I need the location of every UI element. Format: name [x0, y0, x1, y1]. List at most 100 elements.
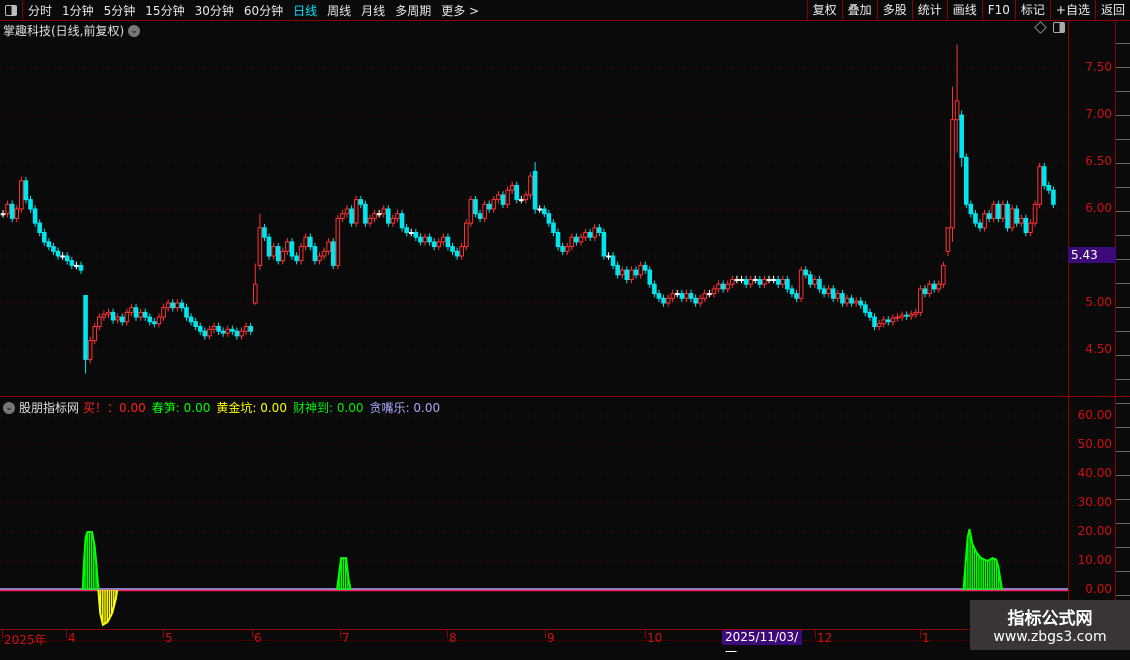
- period-tab[interactable]: 30分钟: [194, 3, 234, 18]
- candle-body: [817, 279, 822, 290]
- side-panel-cell[interactable]: [1116, 284, 1130, 308]
- candle-body: [161, 307, 166, 318]
- toolbar-button[interactable]: 复权: [806, 0, 842, 20]
- side-panel-cell[interactable]: [1116, 140, 1130, 164]
- x-axis-tick: [340, 630, 341, 638]
- candle-body: [19, 180, 24, 210]
- side-panel-cell[interactable]: [1116, 236, 1130, 260]
- stock-title[interactable]: 掌趣科技(日线,前复权) ⌄: [3, 22, 141, 39]
- candle-body: [798, 269, 804, 299]
- candle-body: [326, 241, 331, 252]
- side-panel-cell[interactable]: [1116, 404, 1130, 428]
- period-tab[interactable]: 分时: [28, 3, 53, 18]
- candle-body: [386, 208, 391, 224]
- candle-body: [14, 208, 20, 219]
- candle-body: [941, 264, 946, 285]
- candle-body: [298, 246, 304, 262]
- candle-body: [271, 246, 276, 257]
- candle-body: [500, 194, 506, 205]
- period-tab[interactable]: 5分钟: [103, 3, 136, 18]
- period-tab[interactable]: 60分钟: [243, 3, 284, 18]
- candle-body: [193, 321, 198, 327]
- cursor-date-label: 2025/11/03/一: [722, 630, 802, 659]
- candle-body: [23, 180, 29, 201]
- side-panel-cell[interactable]: [1116, 20, 1130, 44]
- side-panel-cell[interactable]: [1116, 380, 1130, 404]
- layout-toggle-button[interactable]: [0, 0, 23, 20]
- period-tab[interactable]: 日线: [293, 3, 318, 18]
- side-panel-cell[interactable]: [1116, 572, 1130, 596]
- toolbar-button[interactable]: 多股: [876, 0, 912, 20]
- indicator-tick-label: 30.00: [1077, 495, 1112, 509]
- toolbar-button[interactable]: 返回: [1094, 0, 1130, 20]
- candle-body: [927, 283, 932, 295]
- chart-canvas[interactable]: [0, 0, 1068, 650]
- axis-divider: [1068, 20, 1069, 632]
- side-panel-cell[interactable]: [1116, 116, 1130, 140]
- toolbar-button[interactable]: 统计: [911, 0, 947, 20]
- candle-body: [408, 232, 414, 234]
- period-tab[interactable]: 周线: [327, 3, 352, 18]
- side-panel-strip[interactable]: [1116, 20, 1130, 644]
- toolbar-button[interactable]: 叠加: [841, 0, 877, 20]
- side-panel-cell[interactable]: [1116, 428, 1130, 452]
- period-tab[interactable]: 多周期: [395, 3, 432, 18]
- side-panel-cell[interactable]: [1116, 332, 1130, 356]
- side-panel-cell[interactable]: [1116, 476, 1130, 500]
- x-axis-tick: [252, 630, 253, 638]
- candle-body: [32, 208, 38, 224]
- toolbar-button[interactable]: +自选: [1049, 0, 1095, 20]
- candle-body: [0, 213, 6, 216]
- candle-body: [133, 307, 139, 318]
- indicator-name[interactable]: 股朋指标网: [19, 401, 80, 415]
- side-panel-cell[interactable]: [1116, 548, 1130, 572]
- side-panel-cell[interactable]: [1116, 452, 1130, 476]
- candle-body: [239, 330, 244, 337]
- period-tab[interactable]: 更多 >: [441, 3, 480, 18]
- indicator-field-value: ：0.00: [107, 401, 146, 415]
- candle-body: [496, 194, 501, 201]
- toolbar-button[interactable]: F10: [981, 0, 1015, 20]
- side-panel-cell[interactable]: [1116, 308, 1130, 332]
- toolbar-button[interactable]: 标记: [1014, 0, 1050, 20]
- side-panel-cell[interactable]: [1116, 260, 1130, 284]
- period-tab[interactable]: 1分钟: [62, 3, 94, 18]
- candle-body: [216, 326, 221, 332]
- period-tab[interactable]: 15分钟: [145, 3, 185, 18]
- candle-body: [243, 326, 249, 332]
- candle-body: [853, 300, 859, 304]
- side-panel-cell[interactable]: [1116, 212, 1130, 236]
- x-axis-line: [0, 629, 1130, 630]
- candle-body: [115, 316, 120, 321]
- candle-body: [1014, 208, 1020, 224]
- candle-body: [720, 283, 726, 290]
- toolbar-button[interactable]: 画线: [946, 0, 982, 20]
- candle-body: [739, 279, 744, 281]
- side-panel-cell[interactable]: [1116, 44, 1130, 68]
- watermark-title: 指标公式网: [1007, 609, 1093, 629]
- side-panel-cell[interactable]: [1116, 164, 1130, 188]
- chevron-down-icon[interactable]: ⌄: [128, 24, 141, 37]
- candle-body: [1009, 208, 1015, 229]
- last-price-tag: 5.43: [1068, 247, 1116, 263]
- side-panel-cell[interactable]: [1116, 68, 1130, 92]
- panel-toggle-icon[interactable]: [1053, 22, 1065, 33]
- candle-body: [574, 236, 579, 243]
- candle-body: [87, 340, 93, 360]
- candle-body: [564, 246, 570, 252]
- candle-body: [821, 288, 827, 295]
- chevron-down-icon[interactable]: ⌄: [3, 401, 15, 414]
- candle-body: [106, 311, 111, 315]
- side-panel-cell[interactable]: [1116, 92, 1130, 116]
- candle-body: [1046, 185, 1052, 191]
- candle-body: [83, 294, 88, 360]
- side-panel-cell[interactable]: [1116, 188, 1130, 212]
- candle-body: [895, 316, 900, 319]
- candle-body: [1019, 217, 1024, 224]
- side-panel-cell[interactable]: [1116, 524, 1130, 548]
- period-tab[interactable]: 月线: [361, 3, 386, 18]
- side-panel-cell[interactable]: [1116, 500, 1130, 524]
- side-panel-cell[interactable]: [1116, 356, 1130, 380]
- candle-body: [963, 156, 969, 205]
- indicator-legend: ⌄ 股朋指标网 买！：0.00 春笋: 0.00 黄金坑: 0.00 财神到: 0.0…: [3, 399, 440, 416]
